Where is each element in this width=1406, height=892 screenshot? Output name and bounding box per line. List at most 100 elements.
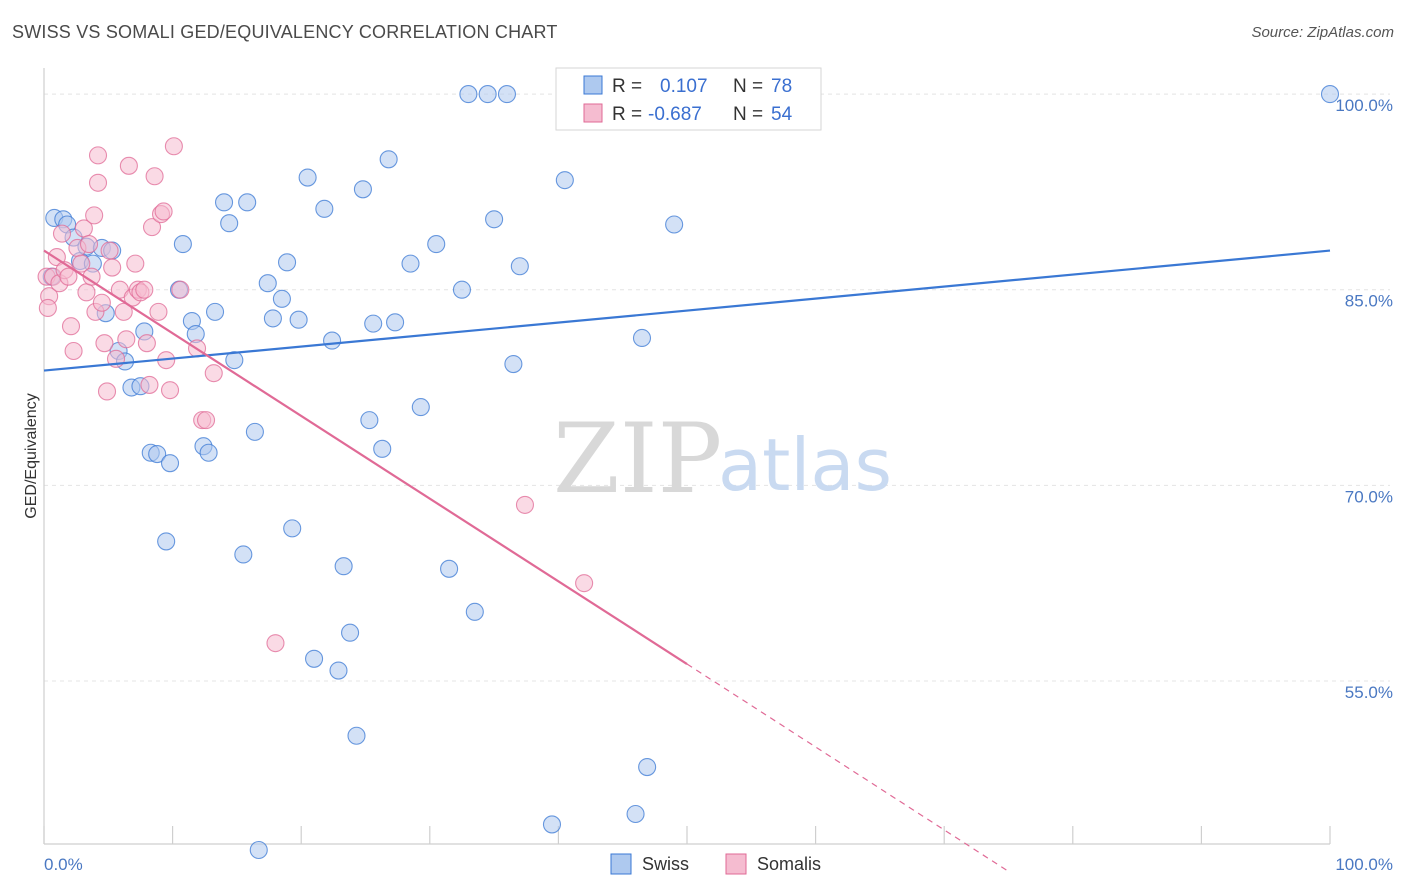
somali-point [149, 302, 168, 321]
swiss-point [626, 804, 645, 824]
legend-swiss-n-label: N = [733, 76, 763, 97]
somali-point [145, 167, 164, 186]
bottom-legend-somali-label: Somalis [757, 854, 821, 874]
swiss-point [205, 302, 225, 321]
swiss-point [157, 532, 176, 551]
watermark-atlas: atlas [718, 423, 892, 507]
y-tick-label: 100.0% [1335, 96, 1393, 115]
y-tick-labels: 100.0% 85.0% 70.0% 55.0% [1335, 96, 1393, 702]
somali-point [119, 156, 138, 175]
swiss-point [298, 168, 317, 187]
swiss-point [1320, 85, 1340, 104]
swiss-point [148, 444, 167, 464]
swiss-point [214, 193, 234, 212]
somali-point [160, 381, 180, 400]
swiss-point [497, 85, 517, 104]
somali-point [72, 254, 91, 273]
legend-somali-n-label: N = [733, 104, 763, 125]
source-label: Source: ZipAtlas.com [1251, 24, 1394, 41]
y-tick-label: 70.0% [1345, 487, 1393, 506]
swiss-point [173, 235, 192, 254]
somali-point [266, 634, 285, 653]
swiss-point [379, 150, 398, 169]
swiss-point [220, 214, 239, 233]
swiss-point [555, 171, 574, 190]
somali-point [142, 218, 162, 237]
swiss-point [638, 758, 657, 777]
bottom-legend-somali-swatch [725, 853, 747, 875]
somali-point [140, 375, 159, 394]
somali-point [126, 254, 145, 273]
somali-point [88, 146, 108, 165]
somali-point [154, 202, 173, 221]
somali-point [95, 334, 114, 353]
somali-point [92, 293, 111, 312]
swiss-point [504, 355, 523, 374]
swiss-point [225, 351, 244, 370]
legend-swiss-n-value: 78 [771, 76, 792, 97]
swiss-point [478, 85, 497, 104]
somali-point [52, 224, 72, 243]
trend-lines [43, 249, 1331, 872]
somali-point [117, 330, 136, 349]
chart-title: SWISS VS SOMALI GED/EQUIVALENCY CORRELAT… [12, 22, 558, 42]
bottom-legend-swiss-swatch [610, 853, 632, 875]
swiss-point [334, 557, 353, 576]
somali-point [164, 137, 183, 156]
swiss-point [542, 815, 562, 834]
swiss-point [440, 559, 459, 578]
swiss-point [373, 439, 392, 458]
swiss-point [199, 443, 218, 462]
swiss-point [353, 180, 372, 199]
somali-point [515, 495, 535, 514]
swiss-point [360, 411, 379, 430]
swiss-point [283, 519, 302, 538]
somali-point [196, 411, 216, 430]
swiss-trend-line [43, 249, 1331, 372]
somali-point [88, 173, 108, 192]
swiss-point [245, 422, 264, 441]
legend-box: R = 0.107 N = 78 R = -0.687 N = 54 [555, 67, 822, 131]
somali-point [137, 334, 156, 353]
somali-point [171, 280, 190, 299]
swiss-point [341, 623, 360, 642]
x-tick-labels: 0.0% 100.0% [44, 855, 1393, 874]
y-tick-label: 55.0% [1345, 683, 1393, 702]
swiss-point [347, 726, 366, 745]
legend-swiss-swatch [583, 75, 603, 95]
swiss-point [238, 193, 257, 212]
swiss-point [510, 257, 529, 276]
swiss-point [427, 235, 446, 254]
swiss-point [665, 215, 684, 234]
swiss-point [263, 309, 282, 328]
swiss-point [329, 661, 348, 680]
somali-trend-extension [686, 663, 1009, 872]
swiss-point [485, 210, 504, 229]
swiss-point [465, 602, 484, 621]
watermark-zip: ZIP [553, 403, 722, 515]
swiss-point [160, 454, 180, 473]
swiss-point [278, 253, 297, 272]
somali-point [61, 317, 81, 336]
bottom-legend-swiss-label: Swiss [642, 854, 689, 874]
legend-somali-r-label: R = [612, 104, 642, 125]
somali-point [103, 258, 122, 277]
swiss-point [272, 289, 291, 308]
somali-point [59, 267, 78, 286]
grid-lines [44, 93, 1390, 682]
x-ticks [43, 826, 1331, 844]
legend-swiss-r-value: 0.107 [660, 76, 708, 97]
swiss-point [411, 398, 430, 417]
x-tick-label-max: 100.0% [1335, 855, 1393, 874]
swiss-point [459, 85, 478, 104]
x-tick-label-min: 0.0% [44, 855, 83, 874]
somali-point [38, 298, 57, 318]
swiss-point [305, 649, 324, 668]
y-tick-label: 85.0% [1345, 292, 1393, 311]
swiss-point [234, 545, 253, 564]
somali-trend-line [43, 249, 688, 665]
somali-point [97, 382, 117, 401]
swiss-point [323, 331, 342, 350]
swiss-point [289, 310, 308, 329]
somali-point [575, 574, 594, 593]
